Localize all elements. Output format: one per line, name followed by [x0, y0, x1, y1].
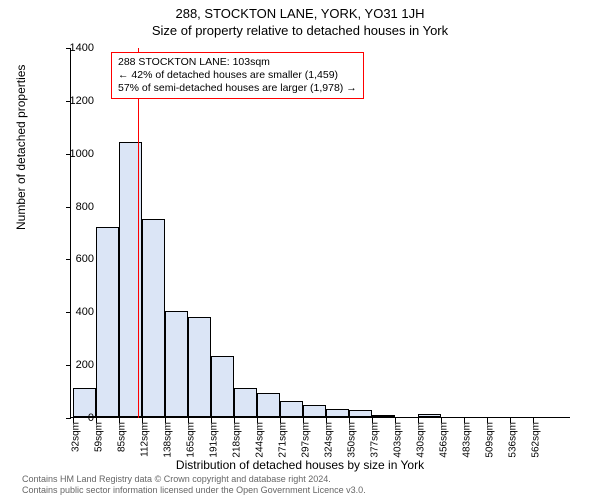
histogram-bar	[142, 219, 165, 417]
xtick-label: 59sqm	[94, 422, 105, 452]
footer-attribution: Contains HM Land Registry data © Crown c…	[22, 474, 366, 496]
chart-container: 288, STOCKTON LANE, YORK, YO31 1JH Size …	[0, 0, 600, 500]
histogram-bar	[349, 410, 372, 417]
ytick-label: 600	[76, 253, 94, 265]
ytick-mark	[66, 418, 71, 419]
histogram-bar	[326, 409, 349, 417]
xtick-label: 562sqm	[531, 422, 542, 458]
xtick-label: 456sqm	[439, 422, 450, 458]
footer-line1: Contains HM Land Registry data © Crown c…	[22, 474, 366, 485]
plot-region: 32sqm59sqm85sqm112sqm138sqm165sqm191sqm2…	[70, 48, 570, 418]
ytick-label: 1200	[70, 95, 94, 107]
y-axis-label: Number of detached properties	[14, 65, 28, 230]
xtick-label: 430sqm	[416, 422, 427, 458]
ytick-mark	[66, 312, 71, 313]
x-axis-label: Distribution of detached houses by size …	[0, 458, 600, 472]
ytick-label: 800	[76, 201, 94, 213]
xtick-label: 297sqm	[301, 422, 312, 458]
xtick-label: 377sqm	[370, 422, 381, 458]
annotation-line: 288 STOCKTON LANE: 103sqm	[118, 56, 357, 69]
histogram-bar	[303, 405, 326, 417]
xtick-label: 138sqm	[163, 422, 174, 458]
histogram-bar	[165, 311, 188, 417]
xtick-label: 403sqm	[393, 422, 404, 458]
xtick-label: 218sqm	[232, 422, 243, 458]
histogram-bar	[96, 227, 119, 417]
chart-area: 32sqm59sqm85sqm112sqm138sqm165sqm191sqm2…	[70, 48, 570, 418]
xtick-label: 112sqm	[140, 422, 151, 457]
ytick-label: 200	[76, 359, 94, 371]
xtick-label: 271sqm	[278, 422, 289, 458]
xtick-label: 32sqm	[71, 422, 82, 452]
ytick-mark	[66, 365, 71, 366]
xtick-label: 536sqm	[508, 422, 519, 458]
ytick-mark	[66, 259, 71, 260]
chart-subtitle: Size of property relative to detached ho…	[0, 21, 600, 38]
histogram-bar	[280, 401, 303, 417]
histogram-bar	[257, 393, 280, 417]
annotation-box: 288 STOCKTON LANE: 103sqm← 42% of detach…	[111, 52, 364, 99]
footer-line2: Contains public sector information licen…	[22, 485, 366, 496]
xtick-label: 165sqm	[186, 422, 197, 458]
histogram-bar	[188, 317, 211, 417]
ytick-label: 0	[88, 412, 94, 424]
histogram-bar	[418, 414, 441, 417]
xtick-label: 324sqm	[324, 422, 335, 458]
property-marker-line	[138, 48, 139, 418]
annotation-line: 57% of semi-detached houses are larger (…	[118, 82, 357, 95]
xtick-label: 350sqm	[347, 422, 358, 458]
xtick-label: 483sqm	[462, 422, 473, 458]
annotation-line: ← 42% of detached houses are smaller (1,…	[118, 69, 357, 82]
xtick-label: 244sqm	[255, 422, 266, 458]
ytick-label: 1000	[70, 148, 94, 160]
histogram-bar	[211, 356, 234, 417]
chart-title: 288, STOCKTON LANE, YORK, YO31 1JH	[0, 0, 600, 21]
xtick-label: 191sqm	[209, 422, 220, 458]
xtick-label: 509sqm	[485, 422, 496, 458]
xtick-label: 85sqm	[117, 422, 128, 452]
histogram-bar	[372, 415, 395, 417]
ytick-mark	[66, 207, 71, 208]
ytick-label: 1400	[70, 42, 94, 54]
ytick-label: 400	[76, 306, 94, 318]
histogram-bar	[234, 388, 257, 417]
